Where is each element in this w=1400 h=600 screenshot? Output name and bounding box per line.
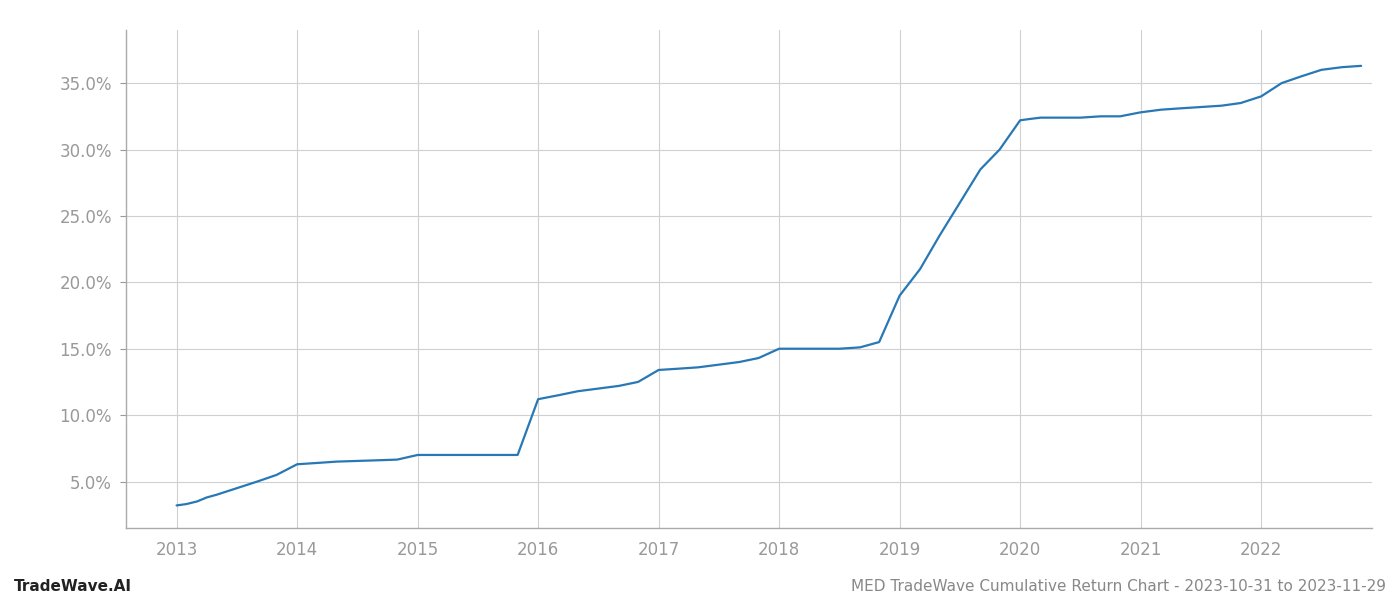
Text: MED TradeWave Cumulative Return Chart - 2023-10-31 to 2023-11-29: MED TradeWave Cumulative Return Chart - … <box>851 579 1386 594</box>
Text: TradeWave.AI: TradeWave.AI <box>14 579 132 594</box>
